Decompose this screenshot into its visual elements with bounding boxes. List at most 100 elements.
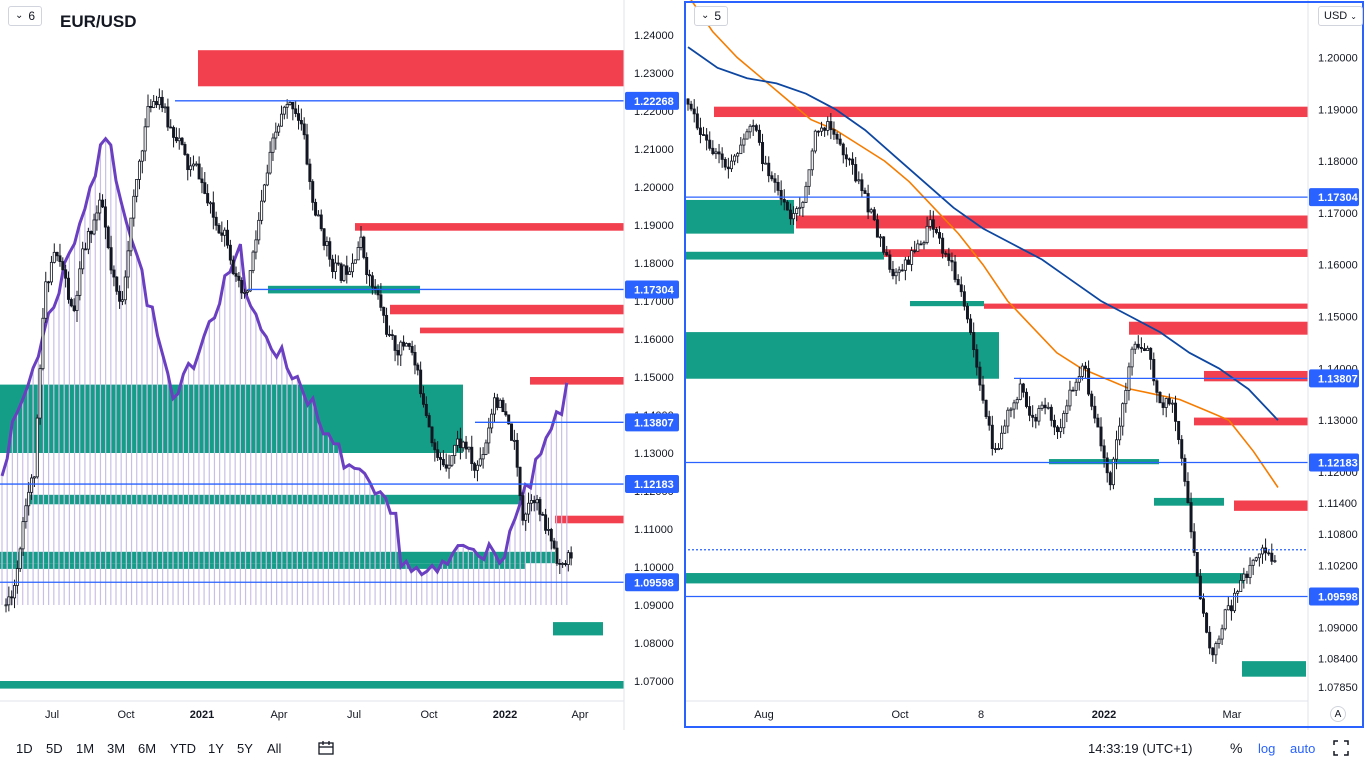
candle-body xyxy=(869,209,873,213)
candle-body xyxy=(336,262,340,265)
ma-slow-line xyxy=(687,46,1279,421)
demand-zone xyxy=(30,494,520,505)
supply-zone xyxy=(1204,370,1308,382)
candle-body xyxy=(894,271,898,277)
candle-body xyxy=(203,182,207,194)
candle-body xyxy=(72,305,76,311)
candle-body xyxy=(938,232,942,239)
candle-body xyxy=(1211,647,1215,656)
range-3m[interactable]: 3M xyxy=(107,741,126,756)
range-6m[interactable]: 6M xyxy=(138,741,157,756)
range-5y[interactable]: 5Y xyxy=(237,741,253,756)
candle-body xyxy=(792,213,796,220)
candle-body xyxy=(1136,343,1140,348)
currency-label: USD xyxy=(1324,10,1348,22)
left-interval-button[interactable]: ⌄ 6 xyxy=(8,6,43,26)
auto-scale-button[interactable]: A xyxy=(1330,706,1346,722)
range-5d[interactable]: 5D xyxy=(46,741,63,756)
auto-toggle[interactable]: auto xyxy=(1290,741,1316,756)
candle-body xyxy=(302,123,306,136)
compare-calendar-icon[interactable] xyxy=(318,740,334,756)
price-tick-label: 1.23000 xyxy=(634,68,674,80)
candle-body xyxy=(436,449,440,458)
candle-body xyxy=(969,318,973,333)
candle-body xyxy=(1161,402,1165,408)
candle-body xyxy=(788,209,792,220)
currency-selector[interactable]: USD ⌄ xyxy=(1318,6,1363,26)
candle-body xyxy=(1003,425,1007,434)
supply-zone xyxy=(796,215,1308,229)
candle-body xyxy=(1239,580,1243,593)
candle-body xyxy=(711,147,715,155)
candle-body xyxy=(515,439,519,468)
candle-body xyxy=(854,164,858,182)
candle-body xyxy=(975,349,979,368)
candle-body xyxy=(866,193,870,213)
fullscreen-icon[interactable] xyxy=(1333,740,1349,756)
price-tick-label: 1.20000 xyxy=(1318,52,1358,64)
right-chart-svg[interactable]: 1.20000 1.19000 1.18000 1.17000 1.16000 1.150… xyxy=(684,0,1366,730)
range-ytd[interactable]: YTD xyxy=(170,741,196,756)
log-toggle[interactable]: log xyxy=(1258,741,1276,756)
candle-body xyxy=(1220,628,1224,640)
candle-body xyxy=(4,604,8,607)
candle-body xyxy=(41,317,45,370)
clock-time[interactable]: 14:33:19 (UTC+1) xyxy=(1088,741,1193,756)
candle-body xyxy=(882,236,886,253)
candle-body xyxy=(163,106,167,109)
candle-body xyxy=(439,457,443,460)
candle-body xyxy=(816,130,820,133)
candle-body xyxy=(1093,405,1097,419)
candle-body xyxy=(785,201,789,211)
candle-body xyxy=(86,231,90,250)
candle-body xyxy=(863,190,867,194)
candle-body xyxy=(206,193,210,204)
candle-body xyxy=(257,219,261,241)
candle-body xyxy=(1217,638,1221,644)
candle-body xyxy=(453,444,457,457)
candle-body xyxy=(1226,605,1230,611)
candle-body xyxy=(421,393,425,405)
candle-body xyxy=(1040,404,1044,409)
candle-body xyxy=(1146,347,1150,351)
range-1m[interactable]: 1M xyxy=(76,741,95,756)
right-interval-button[interactable]: ⌄ 5 xyxy=(694,6,729,26)
candle-body xyxy=(965,305,969,320)
candle-body xyxy=(35,417,39,478)
candle-body xyxy=(308,163,312,182)
price-tick-label: 1.20000 xyxy=(634,182,674,194)
left-chart-svg[interactable]: 1.240001.230001.220001.210001.200001.190… xyxy=(0,0,684,730)
candle-body xyxy=(566,552,570,565)
price-badge-label: 1.09598 xyxy=(634,577,674,589)
candle-body xyxy=(424,403,428,416)
price-tick-label: 1.10000 xyxy=(634,562,674,574)
candle-body xyxy=(1177,420,1181,440)
candle-body xyxy=(217,224,221,234)
left-chart-pane[interactable]: 1.24000 1.23000 1.22000 1.21000 1.20000 1.190… xyxy=(0,0,684,730)
symbol-title: EUR/USD xyxy=(60,12,137,31)
candle-body xyxy=(101,199,105,208)
candle-body xyxy=(903,259,907,271)
percent-toggle[interactable]: % xyxy=(1230,740,1243,756)
candle-body xyxy=(189,165,193,171)
candle-body xyxy=(231,259,235,274)
candle-body xyxy=(441,459,445,466)
demand-zone xyxy=(684,251,884,260)
range-1d[interactable]: 1D xyxy=(16,741,33,756)
candle-body xyxy=(402,341,406,347)
right-interval-label: 5 xyxy=(714,9,722,23)
supply-zone xyxy=(530,377,624,385)
candle-body xyxy=(174,137,178,142)
candle-body xyxy=(243,292,247,294)
range-all[interactable]: All xyxy=(267,741,282,756)
candle-body xyxy=(689,103,693,110)
right-chart-pane[interactable]: 1.20000 1.19000 1.18000 1.17000 1.16000 1.150… xyxy=(684,0,1366,730)
time-tick-label: Oct xyxy=(117,709,134,721)
price-tick-label: 1.13000 xyxy=(634,448,674,460)
supply-zone xyxy=(355,223,624,231)
candle-body xyxy=(897,269,901,273)
candle-body xyxy=(129,217,133,252)
bottom-toolbar: 1D 5D 1M 3M 6M YTD 1Y 5Y All 14:33:19 (U… xyxy=(0,730,1366,768)
range-1y[interactable]: 1Y xyxy=(208,741,224,756)
candle-body xyxy=(399,341,403,356)
